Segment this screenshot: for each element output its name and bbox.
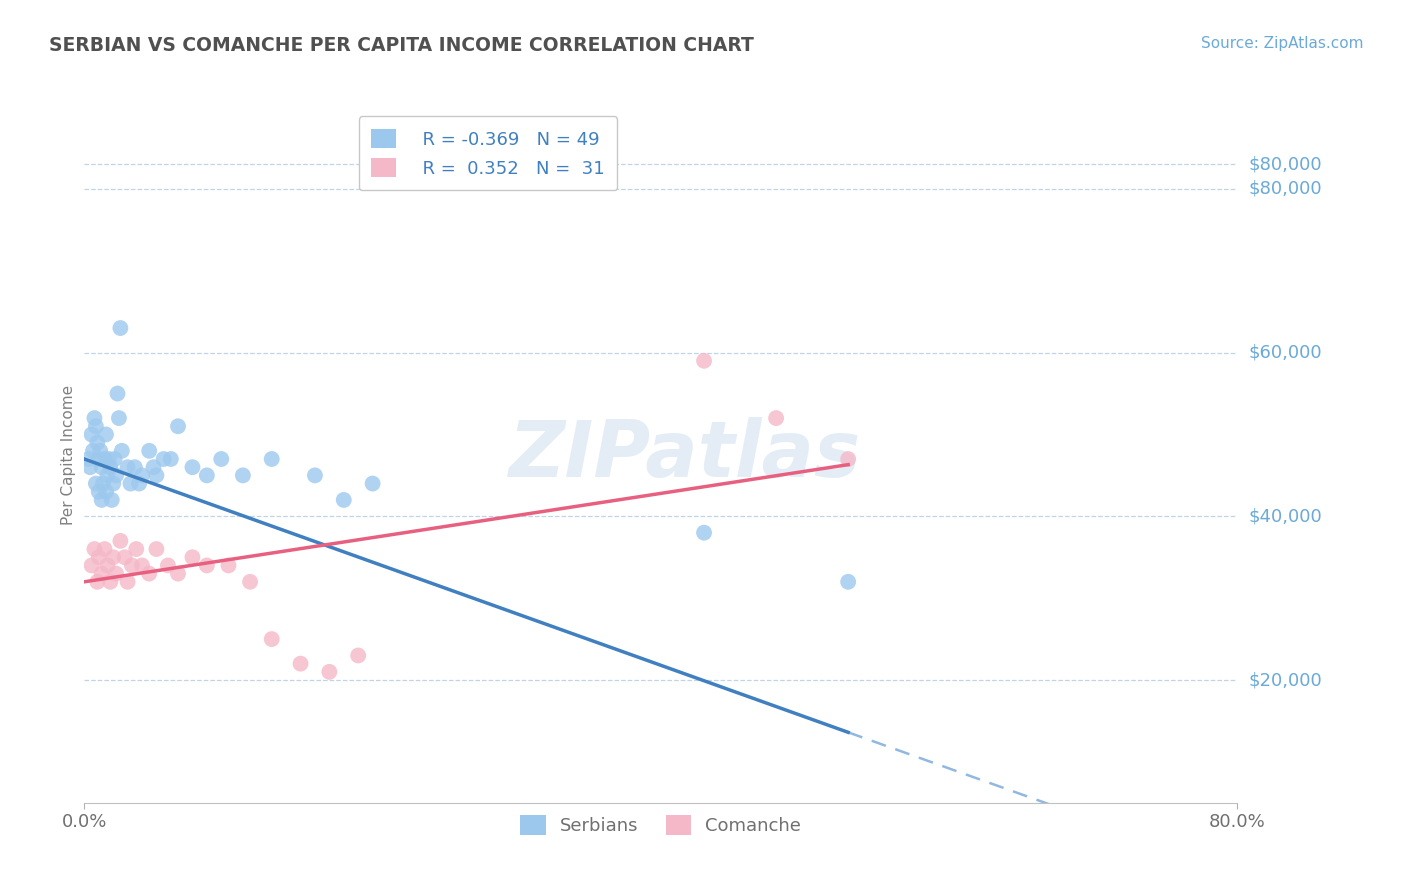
Point [361, 476, 384, 491]
Point [117, 574, 139, 589]
Point [218, 558, 240, 573]
Point [80, 558, 103, 573]
Point [181, 460, 204, 475]
Point [347, 648, 370, 663]
Text: $40,000: $40,000 [1249, 508, 1322, 525]
Point [145, 468, 167, 483]
Text: $20,000: $20,000 [1249, 671, 1322, 689]
Point [209, 452, 232, 467]
Point [96, 558, 118, 573]
Point [107, 386, 129, 401]
Point [94, 427, 117, 442]
Point [121, 558, 143, 573]
Text: ZIPatlas: ZIPatlas [508, 417, 860, 493]
Point [837, 574, 859, 589]
Point [124, 460, 146, 475]
Point [83, 542, 105, 557]
Point [167, 566, 190, 581]
Point [156, 558, 179, 573]
Text: $60,000: $60,000 [1249, 343, 1322, 361]
Point [232, 468, 254, 483]
Point [195, 558, 218, 573]
Point [93, 542, 115, 557]
Point [160, 452, 183, 467]
Point [111, 443, 134, 458]
Point [260, 632, 283, 646]
Point [131, 468, 153, 483]
Point [91, 476, 114, 491]
Point [84, 476, 107, 491]
Point [90, 460, 112, 475]
Point [138, 566, 160, 581]
Point [114, 550, 136, 565]
Point [110, 533, 132, 548]
Point [131, 558, 153, 573]
Text: $80,000: $80,000 [1249, 155, 1322, 173]
Point [333, 492, 356, 507]
Point [765, 411, 787, 425]
Point [167, 419, 190, 434]
Point [128, 476, 150, 491]
Point [83, 411, 105, 425]
Legend: Serbians, Comanche: Serbians, Comanche [513, 808, 808, 842]
Point [105, 468, 128, 483]
Point [110, 321, 132, 335]
Point [105, 566, 128, 581]
Point [86, 574, 108, 589]
Y-axis label: Per Capita Income: Per Capita Income [60, 384, 76, 525]
Point [142, 460, 165, 475]
Point [181, 550, 204, 565]
Point [93, 452, 115, 467]
Point [152, 452, 174, 467]
Point [117, 460, 139, 475]
Text: $80,000: $80,000 [1249, 180, 1322, 198]
Text: SERBIAN VS COMANCHE PER CAPITA INCOME CORRELATION CHART: SERBIAN VS COMANCHE PER CAPITA INCOME CO… [49, 36, 754, 54]
Point [837, 452, 859, 467]
Point [304, 468, 326, 483]
Point [195, 468, 218, 483]
Point [100, 492, 122, 507]
Point [96, 468, 118, 483]
Point [98, 460, 121, 475]
Point [87, 452, 110, 467]
Point [239, 574, 262, 589]
Point [80, 427, 103, 442]
Point [87, 550, 110, 565]
Text: Source: ZipAtlas.com: Source: ZipAtlas.com [1201, 36, 1364, 51]
Point [125, 542, 148, 557]
Point [138, 443, 160, 458]
Point [260, 452, 283, 467]
Point [98, 574, 121, 589]
Point [79, 460, 101, 475]
Point [87, 484, 110, 499]
Point [97, 452, 120, 467]
Point [89, 443, 111, 458]
Point [94, 484, 117, 499]
Point [90, 492, 112, 507]
Point [82, 443, 104, 458]
Point [90, 566, 112, 581]
Point [290, 657, 312, 671]
Point [108, 411, 131, 425]
Point [104, 452, 127, 467]
Point [693, 525, 716, 540]
Point [86, 435, 108, 450]
Point [120, 476, 142, 491]
Point [77, 452, 100, 467]
Point [84, 419, 107, 434]
Point [103, 550, 124, 565]
Point [145, 542, 167, 557]
Point [103, 476, 124, 491]
Point [693, 353, 716, 368]
Point [318, 665, 340, 679]
